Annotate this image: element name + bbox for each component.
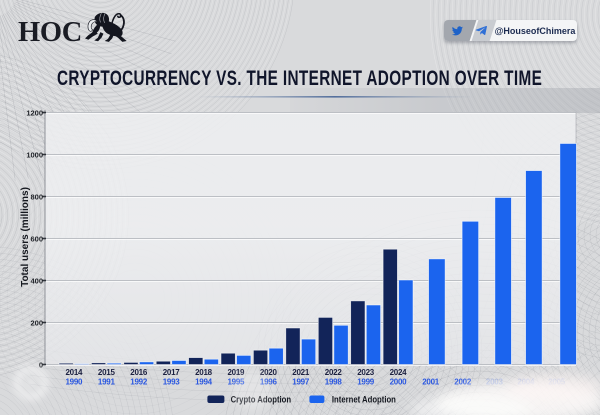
svg-text:2016: 2016 — [130, 368, 148, 377]
svg-text:200: 200 — [30, 318, 43, 327]
svg-text:1991: 1991 — [98, 378, 116, 387]
svg-text:2022: 2022 — [325, 368, 343, 377]
svg-text:Total users (millions): Total users (millions) — [20, 187, 31, 287]
svg-text:2018: 2018 — [195, 368, 213, 377]
svg-text:2023: 2023 — [357, 368, 375, 377]
svg-text:1999: 1999 — [357, 378, 375, 387]
svg-text:800: 800 — [30, 192, 43, 201]
svg-text:0: 0 — [39, 360, 43, 369]
svg-text:1993: 1993 — [163, 378, 181, 387]
svg-text:1997: 1997 — [292, 378, 310, 387]
svg-text:2000: 2000 — [390, 378, 408, 387]
svg-text:1200: 1200 — [26, 108, 43, 117]
svg-text:2015: 2015 — [98, 368, 116, 377]
svg-text:2003: 2003 — [486, 378, 504, 387]
svg-text:2020: 2020 — [260, 368, 278, 377]
svg-text:1992: 1992 — [130, 378, 148, 387]
svg-text:2001: 2001 — [422, 378, 440, 387]
svg-text:2014: 2014 — [66, 368, 84, 377]
svg-text:600: 600 — [30, 234, 43, 243]
svg-text:1000: 1000 — [26, 150, 43, 159]
svg-text:1990: 1990 — [66, 378, 84, 387]
svg-text:2021: 2021 — [292, 368, 310, 377]
svg-text:2024: 2024 — [390, 368, 408, 377]
svg-text:2017: 2017 — [163, 368, 181, 377]
svg-text:2019: 2019 — [228, 368, 246, 377]
svg-text:Internet Adoption: Internet Adoption — [332, 394, 396, 404]
svg-text:2002: 2002 — [454, 378, 472, 387]
svg-text:1994: 1994 — [195, 378, 213, 387]
svg-text:1998: 1998 — [325, 378, 343, 387]
svg-text:400: 400 — [30, 276, 43, 285]
